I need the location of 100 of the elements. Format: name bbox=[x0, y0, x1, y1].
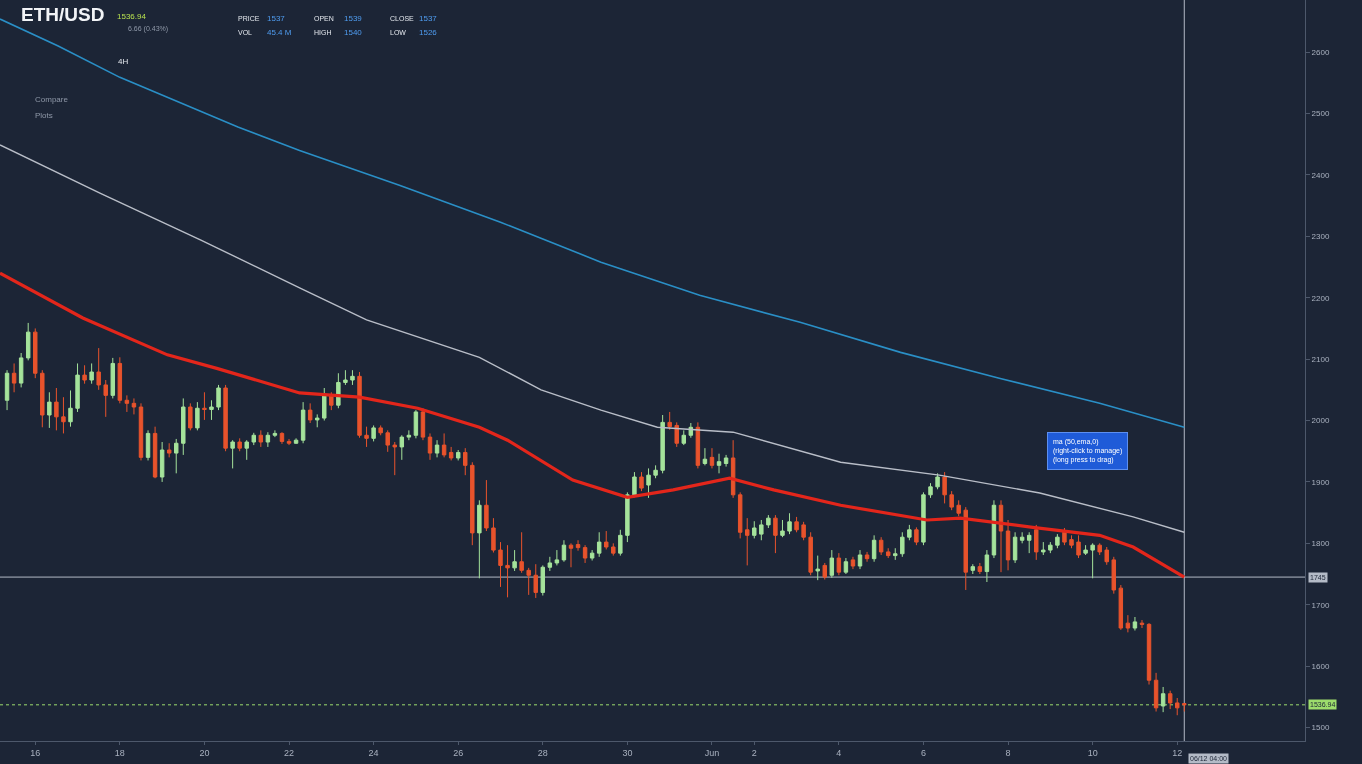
candlestick bbox=[1104, 546, 1109, 566]
candlestick bbox=[413, 409, 419, 439]
candlestick bbox=[942, 471, 947, 504]
candlestick bbox=[117, 356, 123, 404]
candlestick bbox=[174, 438, 179, 474]
candlestick bbox=[540, 564, 546, 596]
candlestick bbox=[166, 442, 172, 458]
candlestick bbox=[745, 517, 750, 566]
candlestick bbox=[653, 464, 658, 479]
candlestick bbox=[103, 379, 108, 418]
candlestick bbox=[730, 439, 736, 499]
candlestick bbox=[773, 514, 778, 554]
candlestick bbox=[392, 441, 397, 476]
candlestick bbox=[152, 426, 158, 479]
candlestick bbox=[977, 562, 983, 575]
candlestick bbox=[1083, 544, 1088, 556]
candlestick bbox=[547, 556, 553, 572]
candlestick bbox=[1111, 556, 1117, 595]
candlestick bbox=[300, 401, 306, 444]
candlestick bbox=[822, 562, 827, 581]
candlestick bbox=[131, 397, 137, 415]
candlestick bbox=[836, 552, 842, 576]
candlestick bbox=[159, 441, 165, 483]
candlestick bbox=[998, 499, 1004, 573]
candlestick bbox=[145, 429, 151, 461]
candlestick bbox=[1153, 672, 1159, 713]
candlestick bbox=[505, 544, 510, 598]
candlestick bbox=[470, 461, 475, 546]
candlestick bbox=[1182, 702, 1187, 713]
candlestick bbox=[794, 516, 799, 533]
candlestick bbox=[759, 519, 764, 541]
x-tick-label: 10 bbox=[1087, 747, 1098, 758]
candlestick bbox=[695, 421, 701, 469]
candlestick bbox=[1097, 542, 1102, 556]
candlestick bbox=[427, 432, 433, 461]
candlestick bbox=[667, 411, 672, 431]
candlestick bbox=[237, 437, 242, 452]
chart-title: ETH/USD bbox=[21, 4, 105, 25]
candlestick bbox=[498, 541, 503, 588]
y-tick-label: 1800 bbox=[1311, 539, 1330, 549]
candlestick bbox=[575, 539, 581, 552]
candlestick bbox=[350, 369, 355, 386]
candlestick bbox=[1175, 697, 1180, 716]
y-tick-label: 1900 bbox=[1311, 477, 1330, 487]
candlestick bbox=[1125, 614, 1131, 633]
candlestick bbox=[286, 438, 292, 446]
candlestick bbox=[639, 471, 644, 492]
candlestick bbox=[829, 549, 835, 579]
candlestick bbox=[477, 499, 482, 579]
y-tick-label: 1600 bbox=[1311, 661, 1330, 671]
x-tick-label: 26 bbox=[453, 747, 464, 758]
candlestick bbox=[1012, 531, 1018, 564]
x-tick-label: 20 bbox=[199, 747, 210, 758]
candlestick bbox=[935, 472, 940, 490]
candlestick bbox=[1005, 519, 1011, 571]
annotation: 1537 bbox=[419, 14, 438, 23]
candlestick bbox=[223, 384, 228, 452]
candlestick bbox=[1167, 690, 1173, 710]
candlestick bbox=[864, 551, 870, 563]
candlestick bbox=[561, 539, 567, 563]
candlestick bbox=[82, 364, 87, 385]
candlestick bbox=[625, 491, 630, 543]
candlestick bbox=[371, 424, 376, 442]
y-tick-label: 2600 bbox=[1311, 47, 1330, 57]
candlestick bbox=[949, 490, 954, 511]
candlestick bbox=[533, 563, 538, 599]
x-tick-label: 2 bbox=[751, 747, 757, 758]
candlestick bbox=[568, 542, 574, 568]
candlestick bbox=[1062, 527, 1067, 546]
candlestick bbox=[322, 387, 327, 422]
candlestick bbox=[963, 506, 968, 591]
candlestick bbox=[110, 357, 116, 399]
annotation: 1537 bbox=[267, 14, 286, 23]
x-tick-label: Jun bbox=[704, 747, 720, 758]
candlestick bbox=[1076, 534, 1081, 559]
annotation: 4H bbox=[118, 57, 129, 66]
x-tick-label: 8 bbox=[1005, 747, 1011, 758]
candlestick bbox=[61, 396, 66, 434]
candlestick bbox=[484, 479, 489, 532]
y-tick-label: 2500 bbox=[1311, 109, 1330, 119]
candlestick bbox=[843, 557, 849, 575]
candlestick bbox=[596, 531, 602, 558]
candlestick bbox=[611, 542, 616, 557]
candlestick bbox=[766, 514, 771, 529]
candlestick bbox=[138, 402, 144, 461]
candlestick bbox=[18, 352, 24, 388]
candlestick bbox=[871, 534, 877, 563]
candlestick bbox=[702, 447, 708, 466]
y-tick-label: 2200 bbox=[1311, 293, 1330, 303]
candlestick bbox=[526, 567, 531, 596]
candlestick bbox=[188, 402, 193, 431]
candlestick bbox=[40, 369, 45, 428]
candlestick bbox=[1041, 541, 1046, 556]
candlestick bbox=[519, 531, 524, 574]
candlestick bbox=[448, 446, 454, 461]
candlestick bbox=[75, 362, 80, 413]
candlestick bbox=[244, 439, 249, 461]
candlestick bbox=[914, 526, 919, 546]
y-tick-label: 2100 bbox=[1311, 354, 1330, 364]
candlestick bbox=[54, 387, 59, 431]
